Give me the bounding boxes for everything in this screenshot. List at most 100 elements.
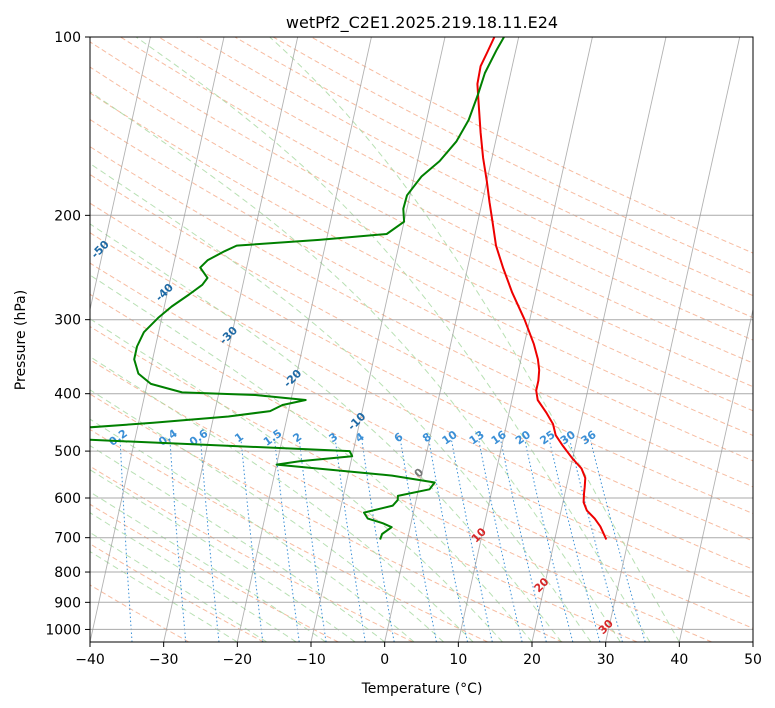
mixing-ratio-label: 20	[513, 428, 533, 448]
dry-adiabat	[90, 92, 753, 437]
x-tick-label: 20	[523, 652, 541, 668]
mixing-ratio-line	[298, 440, 327, 642]
dry-adiabat	[90, 202, 753, 542]
moist-adiabat	[90, 550, 238, 642]
y-tick-label: 500	[54, 444, 81, 460]
isotherm-label: -50	[89, 238, 112, 261]
isotherm-line	[163, 37, 299, 642]
isotherm-line	[678, 307, 753, 642]
dry-adiabat	[90, 232, 753, 570]
x-tick-label: −30	[149, 652, 179, 668]
isotherm-line	[531, 37, 667, 642]
y-tick-label: 700	[54, 531, 81, 547]
x-tick-label: 10	[449, 652, 467, 668]
x-axis: −40 −30 −20 −10 0 10 20 30 40 50	[75, 642, 762, 668]
x-tick-label: 50	[744, 652, 762, 668]
x-tick-label: 0	[380, 652, 389, 668]
mixing-ratio-label: 13	[467, 428, 487, 447]
isotherm-line	[236, 37, 372, 642]
y-tick-label: 600	[54, 491, 81, 507]
mixing-ratio-label: 10	[440, 428, 460, 448]
dry-adiabat	[90, 146, 753, 488]
x-tick-label: 40	[670, 652, 688, 668]
x-tick-label: −20	[223, 652, 253, 668]
mixing-ratio-line	[478, 440, 523, 642]
moist-adiabat	[90, 356, 474, 642]
dry-adiabat	[90, 393, 563, 642]
isotherm-line	[0, 37, 77, 642]
moist-adiabat	[135, 37, 651, 642]
isotherm-label: 20	[532, 575, 552, 595]
isotherm-label: -30	[217, 324, 240, 347]
mixing-ratio-line	[590, 440, 646, 642]
mixing-ratio-line	[451, 440, 493, 642]
moist-adiabat	[90, 90, 621, 642]
chart-title: wetPf2_C2E1.2025.219.18.11.E24	[286, 13, 558, 33]
isotherm-line	[90, 37, 225, 642]
isotherm-label: -20	[281, 367, 304, 390]
mixing-ratio-line	[549, 440, 601, 642]
dry-adiabat	[90, 173, 753, 515]
dry-adiabat	[90, 41, 753, 388]
x-axis-label: Temperature (°C)	[361, 681, 483, 697]
y-tick-label: 400	[54, 387, 81, 403]
dewpoint-line	[90, 37, 505, 540]
isotherm-line	[457, 37, 593, 642]
dry-adiabat	[90, 118, 753, 462]
x-tick-label: −10	[296, 652, 326, 668]
moist-adiabat	[90, 512, 297, 642]
moist-adiabat	[90, 223, 562, 642]
isotherm-label: 10	[469, 525, 489, 545]
y-tick-label: 900	[54, 595, 81, 611]
moist-adiabat	[90, 445, 385, 642]
mixing-ratio-line	[334, 440, 366, 642]
y-tick-label: 800	[54, 565, 81, 581]
isotherm-label: 30	[596, 617, 616, 637]
dry-adiabat	[90, 66, 753, 412]
isotherm-line	[384, 37, 520, 642]
x-tick-label: −40	[75, 652, 105, 668]
y-tick-label: 200	[54, 208, 81, 224]
dry-adiabat	[90, 428, 488, 642]
isotherm-line	[0, 37, 3, 642]
y-tick-label: 300	[54, 313, 81, 329]
dry-adiabat	[90, 359, 638, 642]
isotherm-label: -10	[345, 410, 368, 433]
mixing-ratio-line	[524, 440, 574, 642]
dry-adiabat	[90, 325, 712, 642]
isotherm-line	[310, 37, 446, 642]
mixing-ratio-label: 8	[420, 430, 434, 445]
mixing-ratio-line	[240, 440, 264, 642]
background-lines	[90, 37, 753, 642]
dry-adiabat	[196, 37, 753, 319]
dry-adiabat	[90, 293, 753, 629]
dry-adiabat	[90, 584, 190, 642]
dry-adiabat	[90, 503, 339, 642]
plot-frame	[89, 36, 754, 643]
isotherm-label: -40	[153, 281, 176, 304]
mixing-ratio-label: 0.2	[106, 427, 129, 449]
moist-adiabat	[90, 274, 533, 642]
mixing-ratio-line	[428, 440, 468, 642]
isotherm-line	[752, 639, 753, 642]
mixing-ratio-line	[361, 440, 395, 642]
y-tick-label: 100	[54, 30, 81, 46]
moist-adiabat	[90, 418, 415, 642]
y-tick-label: 1000	[45, 622, 81, 638]
mixing-ratio-line	[274, 440, 300, 642]
mixing-ratio-line	[500, 440, 547, 642]
moist-adiabat	[90, 162, 592, 642]
mixing-ratio-line	[569, 440, 623, 642]
isotherms	[0, 37, 753, 642]
mixing-ratio-label: 3	[327, 430, 341, 445]
mixing-ratio-line	[169, 440, 187, 642]
y-axis: 100 200 300 400 500 600 700 800 900 1000	[45, 30, 90, 638]
dry-adiabat	[158, 37, 753, 341]
isotherm-label: -60	[25, 195, 48, 218]
moist-adiabat	[90, 491, 326, 642]
mixing-ratio-line	[119, 440, 133, 642]
sounding-series	[90, 37, 608, 540]
y-axis-label: Pressure (hPa)	[13, 290, 29, 390]
